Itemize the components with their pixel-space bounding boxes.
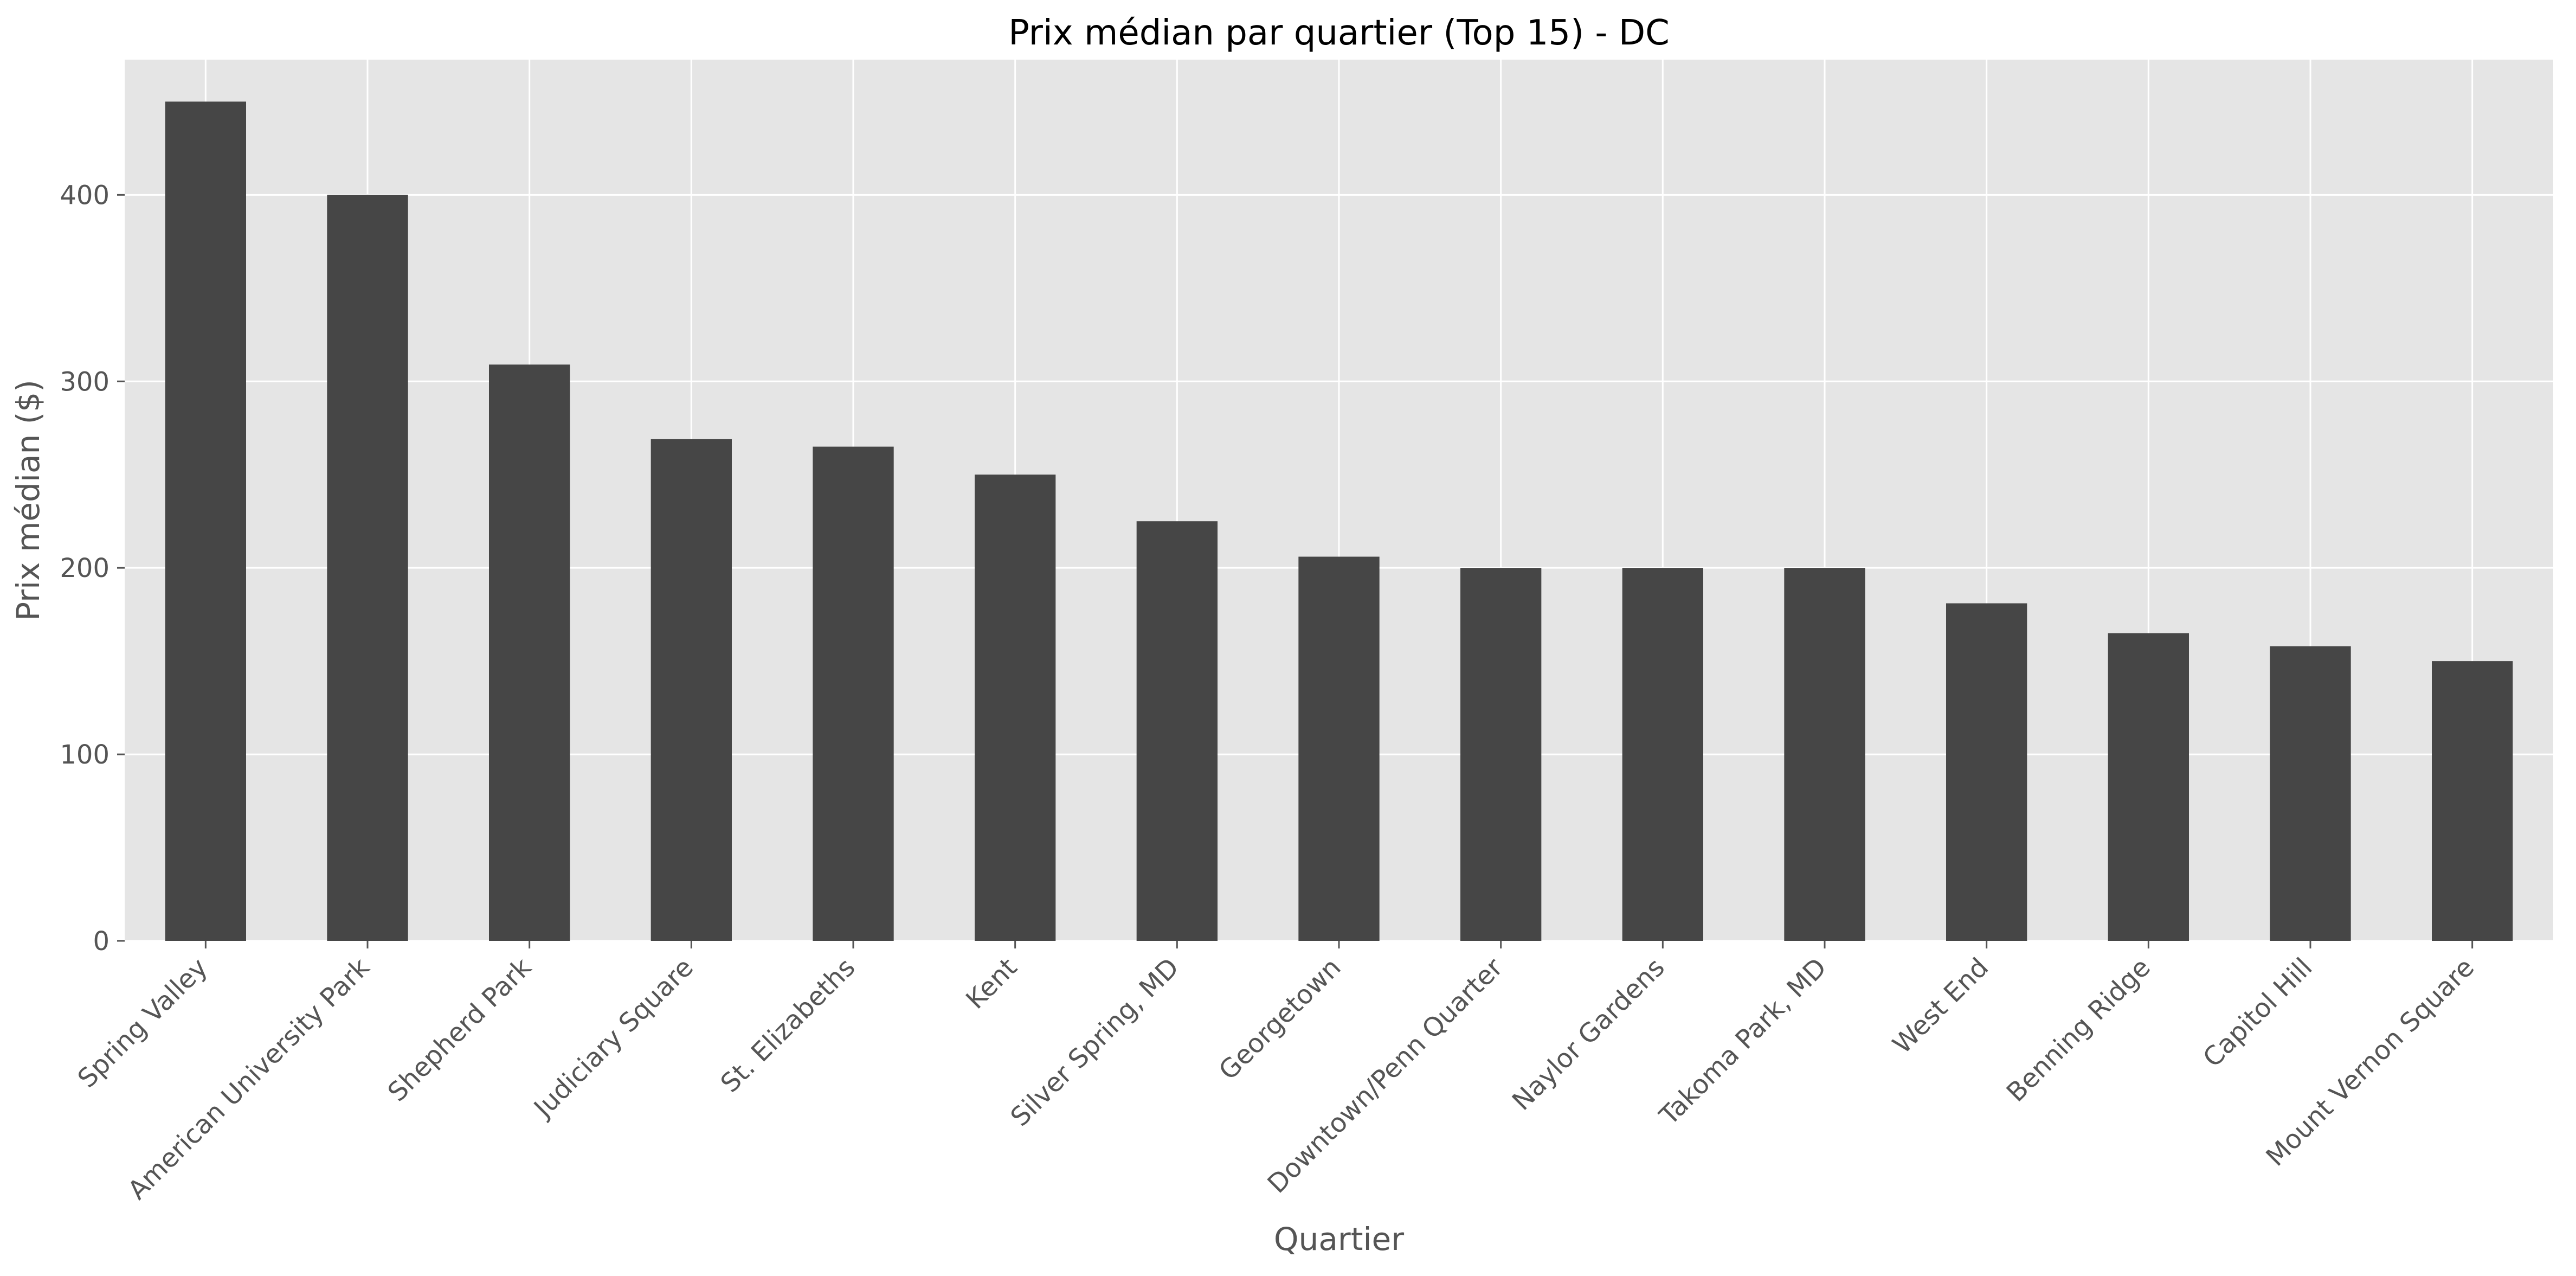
x-tick-label: Judiciary Square bbox=[527, 952, 699, 1124]
y-tick-label: 200 bbox=[60, 553, 110, 584]
x-tick-label: Benning Ridge bbox=[2001, 952, 2156, 1108]
bar bbox=[651, 439, 732, 941]
x-tick-label: Silver Spring, MD bbox=[1005, 952, 1185, 1132]
x-tick-label: Shepherd Park bbox=[382, 952, 538, 1108]
bar bbox=[813, 446, 894, 941]
x-axis-label: Quartier bbox=[1274, 1221, 1404, 1258]
x-tick-label: Spring Valley bbox=[72, 952, 214, 1094]
bar bbox=[2432, 661, 2513, 941]
x-tick-label: Naylor Gardens bbox=[1506, 952, 1671, 1117]
x-tick-label: Capitol Hill bbox=[2197, 952, 2318, 1073]
bars bbox=[165, 101, 2513, 941]
y-axis-ticks: 0 100 200 300 400 bbox=[60, 180, 125, 957]
y-tick-label: 0 bbox=[93, 926, 110, 957]
bar bbox=[327, 195, 408, 941]
bar bbox=[1784, 568, 1865, 941]
bar bbox=[165, 101, 246, 941]
bar bbox=[2270, 646, 2351, 941]
bar bbox=[1622, 568, 1703, 941]
y-tick-label: 100 bbox=[60, 740, 110, 770]
x-tick-label: Takoma Park, MD bbox=[1653, 952, 1832, 1131]
y-tick-label: 400 bbox=[60, 180, 110, 210]
bar bbox=[1460, 568, 1542, 941]
bar bbox=[2108, 633, 2189, 941]
x-tick-label: Georgetown bbox=[1213, 952, 1347, 1086]
x-tick-label: Kent bbox=[960, 952, 1023, 1015]
y-tick-label: 300 bbox=[60, 367, 110, 397]
x-tick-label: West End bbox=[1887, 952, 1994, 1060]
x-tick-label: St. Elizabeths bbox=[715, 952, 861, 1099]
bar bbox=[1946, 603, 2027, 941]
bar bbox=[1298, 556, 1380, 941]
bar bbox=[489, 364, 570, 941]
y-axis-label: Prix médian ($) bbox=[10, 380, 47, 621]
bar bbox=[1136, 521, 1218, 941]
chart-title: Prix médian par quartier (Top 15) - DC bbox=[1008, 13, 1670, 53]
bar bbox=[975, 475, 1056, 941]
